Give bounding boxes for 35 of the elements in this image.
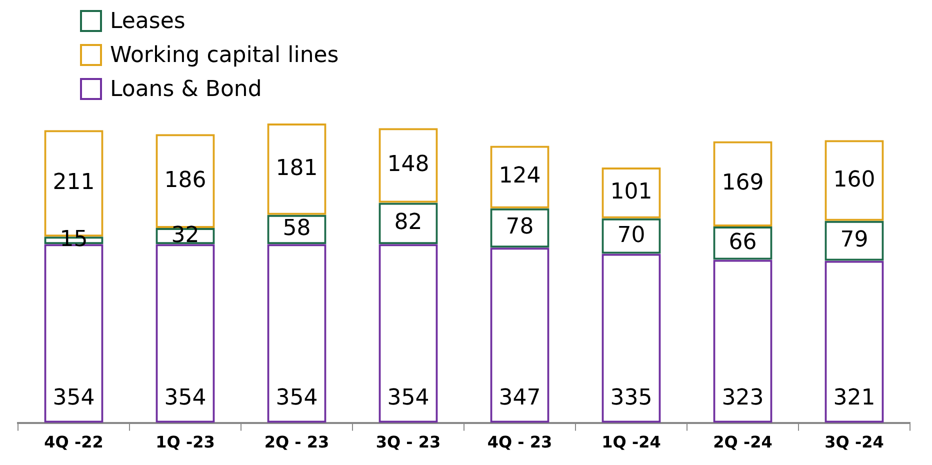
data-label: 160: [833, 167, 876, 192]
data-label: 354: [52, 386, 95, 411]
x-tick-label: 3Q - 23: [376, 432, 441, 452]
data-label: 124: [498, 164, 541, 189]
legend-label: Loans & Bond: [110, 76, 262, 102]
x-tick-label: 3Q -24: [824, 432, 884, 452]
data-label: 58: [282, 216, 311, 242]
data-label: 66: [728, 230, 757, 255]
data-label: 354: [276, 386, 318, 411]
x-tick-label: 1Q -24: [602, 432, 661, 452]
x-tick-label: 4Q -22: [44, 432, 104, 452]
data-label: 15: [60, 227, 88, 252]
data-label: 335: [610, 386, 652, 411]
data-label: 321: [833, 386, 876, 411]
legend-label: Leases: [110, 8, 186, 34]
data-label: 70: [617, 222, 646, 248]
x-tick-label: 2Q -24: [713, 432, 772, 452]
data-label: 82: [394, 210, 422, 236]
data-label: 169: [722, 170, 764, 196]
data-label: 354: [164, 386, 206, 411]
data-label: 181: [276, 156, 318, 181]
x-tick-label: 2Q - 23: [264, 432, 330, 452]
x-tick-label: 1Q -23: [156, 432, 215, 452]
data-label: 354: [387, 386, 430, 411]
data-label: 148: [387, 152, 430, 178]
data-label: 211: [52, 170, 95, 196]
data-label: 323: [722, 386, 764, 411]
data-label: 186: [164, 168, 206, 193]
x-tick-label: 4Q - 23: [487, 432, 552, 452]
legend-label: Working capital lines: [110, 42, 339, 68]
data-label: 101: [610, 180, 652, 205]
data-label: 78: [506, 214, 534, 240]
data-label: 347: [498, 386, 541, 411]
data-label: 79: [840, 228, 868, 253]
data-label: 32: [171, 222, 200, 248]
